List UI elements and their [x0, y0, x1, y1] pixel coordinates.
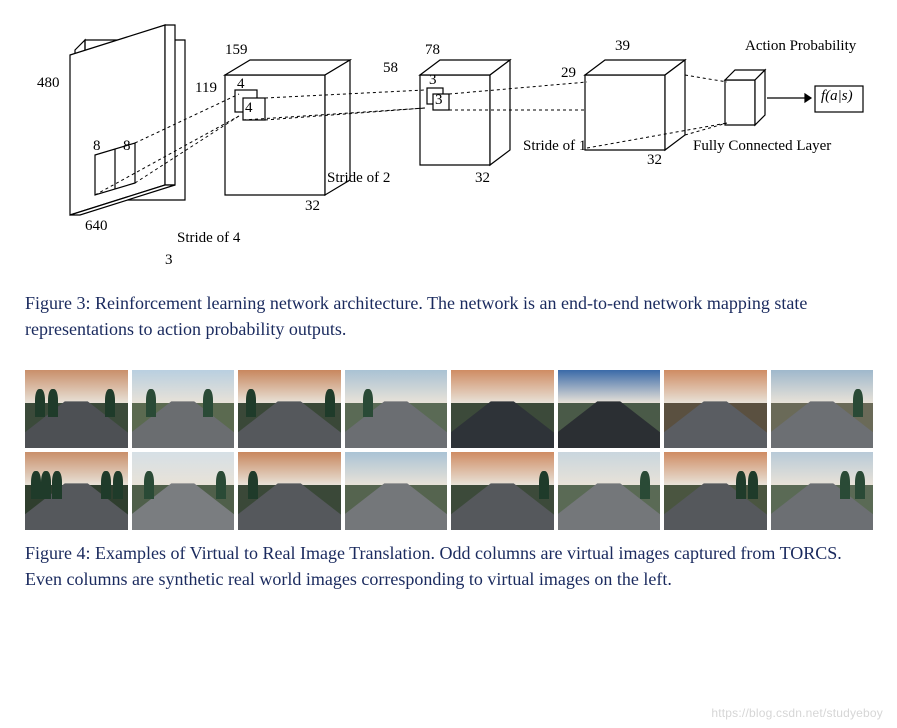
lbl-stride3: Stride of 1: [523, 138, 586, 155]
lbl-stride2: Stride of 2: [327, 170, 390, 187]
figure4-thumb: [238, 452, 341, 530]
figure4-caption: Figure 4: Examples of Virtual to Real Im…: [25, 540, 872, 592]
figure4-row: [25, 370, 873, 448]
lbl-f1b: 8: [123, 138, 131, 155]
figure4-thumb: [345, 370, 448, 448]
figure3-caption: Figure 3: Reinforcement learning network…: [25, 290, 872, 342]
lbl-f3b: 3: [435, 92, 443, 109]
lbl-f3a: 3: [429, 72, 437, 89]
figure4-thumb: [558, 370, 661, 448]
figure4-thumb: [451, 370, 554, 448]
lbl-input-w: 640: [85, 218, 108, 235]
figure4-thumb: [664, 370, 767, 448]
figure4-thumb: [451, 452, 554, 530]
lbl-b3w: 39: [615, 38, 630, 55]
figure4-thumb: [345, 452, 448, 530]
lbl-f2b: 4: [245, 100, 253, 117]
figure4-thumb: [25, 370, 128, 448]
lbl-b1c: 32: [305, 198, 320, 215]
figure4-thumb: [132, 370, 235, 448]
figure4-thumb: [771, 452, 874, 530]
lbl-stride1: Stride of 4: [177, 230, 240, 247]
figure4-thumb: [664, 452, 767, 530]
lbl-b2c: 32: [475, 170, 490, 187]
figure4-thumb: [238, 370, 341, 448]
lbl-b1h: 119: [195, 80, 217, 97]
lbl-out-fn: f(a|s): [821, 88, 853, 105]
lbl-f1a: 8: [93, 138, 101, 155]
figure4-grid: [25, 370, 873, 530]
lbl-b1w: 159: [225, 42, 248, 59]
lbl-b3h: 29: [561, 65, 576, 82]
lbl-input-h: 480: [37, 75, 60, 92]
lbl-f2a: 4: [237, 76, 245, 93]
figure4-thumb: [25, 452, 128, 530]
lbl-b2h: 58: [383, 60, 398, 77]
figure4-row: [25, 452, 873, 530]
lbl-input-c: 3: [165, 252, 173, 269]
figure4-thumb: [771, 370, 874, 448]
figure3-diagram: 480 640 3 8 8 Stride of 4 119 159 32 4 4…: [25, 20, 875, 280]
lbl-fc: Fully Connected Layer: [693, 138, 831, 155]
lbl-out-title: Action Probability: [745, 38, 856, 55]
lbl-b2w: 78: [425, 42, 440, 59]
lbl-b3c: 32: [647, 152, 662, 169]
figure4-thumb: [132, 452, 235, 530]
watermark: https://blog.csdn.net/studyeboy: [711, 706, 883, 720]
figure4-thumb: [558, 452, 661, 530]
